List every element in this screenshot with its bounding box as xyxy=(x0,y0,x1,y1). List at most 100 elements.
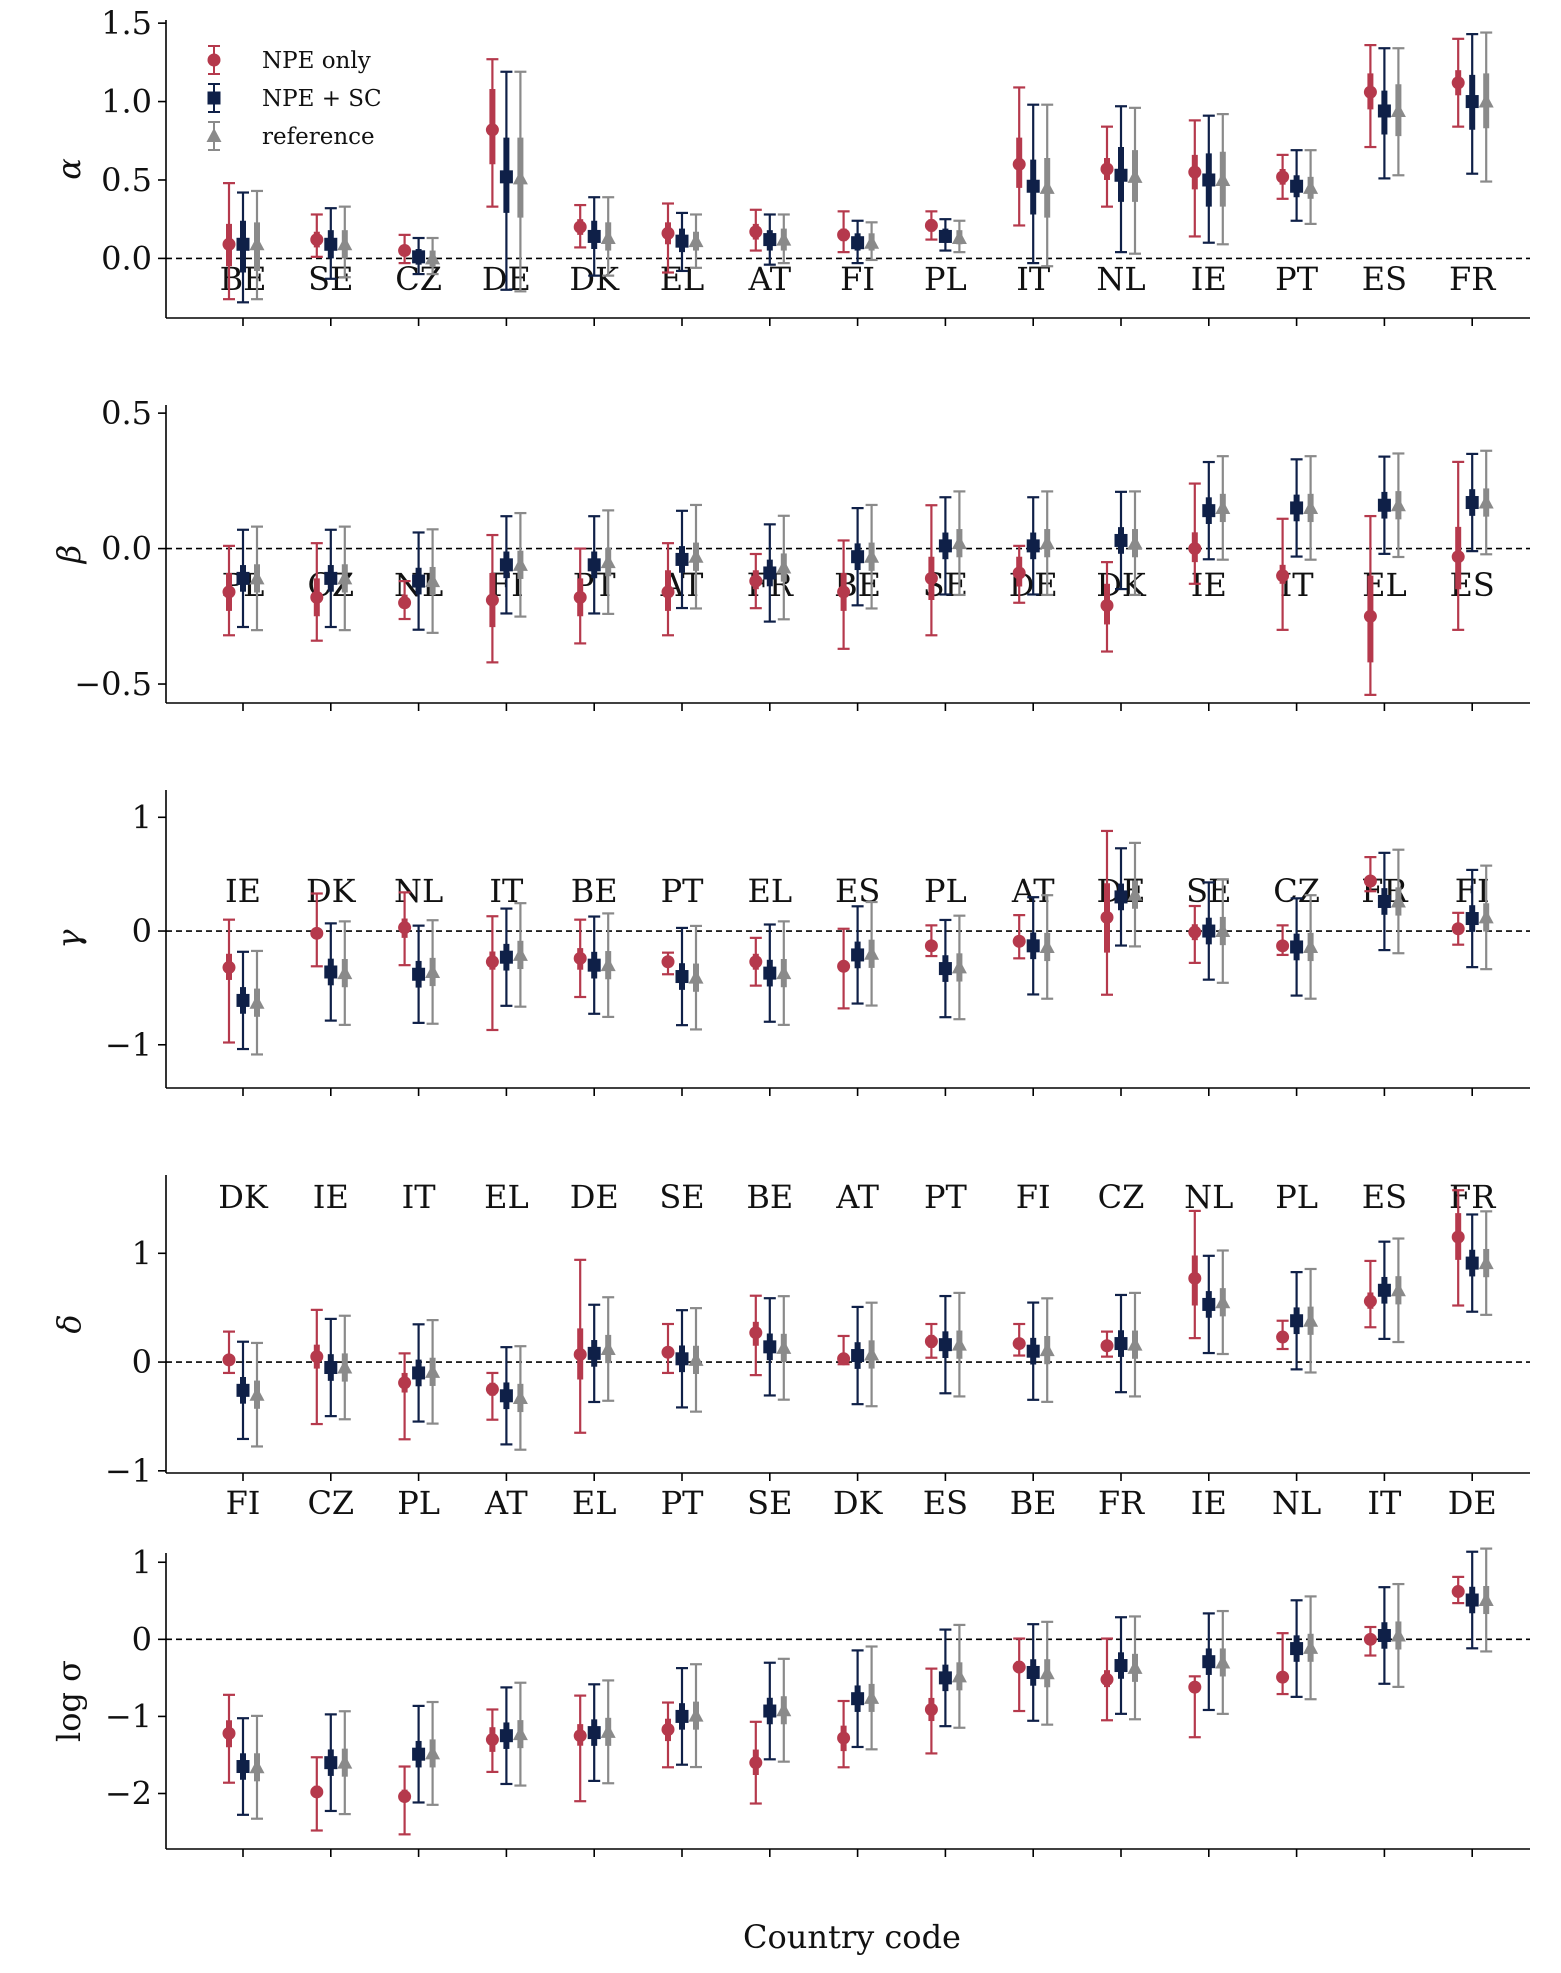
y-tick-label: 1.5 xyxy=(101,4,152,42)
point-ref xyxy=(1390,497,1406,512)
point-ref xyxy=(425,963,441,978)
x-tick-label: NL xyxy=(1272,1484,1321,1522)
errorbar-npe xyxy=(398,1352,411,1441)
y-tick-label: −2 xyxy=(105,1775,152,1813)
errorbar-npe xyxy=(1452,460,1465,631)
point-ref xyxy=(600,1341,616,1356)
point-npe xyxy=(924,1702,938,1716)
panel-4: −1 0 1 δ DK IE IT EL DE SE BE AT PT FI CZ NL PL ES FR xyxy=(50,1175,1530,1490)
point-ref xyxy=(512,946,528,961)
point-ref xyxy=(425,1363,441,1378)
point-npe xyxy=(1363,609,1377,623)
point-npe xyxy=(837,959,851,973)
errorbar-npe xyxy=(1364,514,1377,696)
point-ref xyxy=(688,233,704,248)
point-npe xyxy=(1012,1660,1026,1674)
point-npe xyxy=(485,1733,499,1747)
series-ref xyxy=(249,841,1494,1056)
point-npe xyxy=(1012,1337,1026,1351)
point-npe xyxy=(1451,1230,1465,1244)
point-npesc xyxy=(1465,1256,1479,1270)
point-ref xyxy=(951,535,967,550)
point-npesc xyxy=(675,970,689,984)
point-npe xyxy=(310,1350,324,1364)
point-npesc xyxy=(1026,539,1040,553)
point-npe xyxy=(749,574,763,588)
x-tick-label: FR xyxy=(1449,260,1496,298)
point-ref xyxy=(249,1759,265,1774)
point-ref xyxy=(1215,499,1231,514)
point-npesc xyxy=(1377,1283,1391,1297)
point-npesc xyxy=(324,1756,338,1770)
point-npesc xyxy=(1377,894,1391,908)
point-npe xyxy=(573,1729,587,1743)
point-npesc xyxy=(675,552,689,566)
point-ref xyxy=(1127,535,1143,550)
point-ref xyxy=(1127,1336,1143,1351)
panel-5: −2 −1 0 1 log σ FI CZ PL AT EL PT SE DK ES BE FR IE NL IT D… xyxy=(50,1484,1530,1857)
point-ref xyxy=(337,570,353,585)
point-npesc xyxy=(1465,496,1479,510)
point-npe xyxy=(398,1790,412,1804)
point-npe xyxy=(310,926,324,940)
errorbar-npe xyxy=(223,1330,235,1375)
x-tick-label: AT xyxy=(747,260,791,298)
x-tick-label: DE xyxy=(1448,1484,1497,1522)
x-tick-label: SE xyxy=(747,1484,792,1522)
point-npe xyxy=(749,225,763,239)
legend-entry: NPE only xyxy=(207,45,371,75)
point-npesc xyxy=(1465,1593,1479,1607)
point-ref xyxy=(249,236,265,251)
series-npe xyxy=(222,829,1465,1044)
point-npe xyxy=(485,955,499,969)
y-tick-label: 1 xyxy=(132,798,152,836)
y-axis-title: β xyxy=(50,545,88,565)
point-npe xyxy=(661,585,675,599)
series-npe xyxy=(222,460,1465,696)
point-npe xyxy=(1012,157,1026,171)
x-tick-label: PL xyxy=(924,260,967,298)
point-npesc xyxy=(1114,1337,1128,1351)
point-npe xyxy=(1276,1670,1290,1684)
point-npesc xyxy=(499,558,513,572)
x-tick-label: IE xyxy=(225,872,261,910)
point-npesc xyxy=(1290,940,1304,954)
point-npesc xyxy=(412,1747,426,1761)
point-npesc xyxy=(499,950,513,964)
point-npe xyxy=(1363,1632,1377,1646)
point-npe xyxy=(1100,598,1114,612)
point-ref xyxy=(1390,1627,1406,1642)
point-npe xyxy=(398,921,412,935)
point-npesc xyxy=(675,1352,689,1366)
point-npe xyxy=(1100,162,1114,176)
errorbar-npe xyxy=(486,1371,499,1421)
errorbar-npe xyxy=(223,918,235,1044)
x-tick-label: FR xyxy=(1449,1178,1496,1216)
point-ref xyxy=(512,556,528,571)
series-ref xyxy=(249,31,1494,301)
x-tick-label: ES xyxy=(1362,260,1407,298)
point-npe xyxy=(485,593,499,607)
y-tick-label: −1 xyxy=(105,1452,152,1490)
point-npe xyxy=(485,1382,499,1396)
point-npe xyxy=(1276,1330,1290,1344)
point-npe xyxy=(749,1326,763,1340)
point-ref xyxy=(425,573,441,588)
x-tick-label: DK xyxy=(218,1178,269,1216)
y-tick-label: 1 xyxy=(132,1234,152,1272)
y-tick-label: −1 xyxy=(105,1026,152,1064)
point-ref xyxy=(337,1359,353,1374)
y-tick-label: 0.5 xyxy=(101,394,152,432)
series-ref xyxy=(249,449,1494,634)
x-tick-label: PL xyxy=(924,872,967,910)
point-npesc xyxy=(1290,501,1304,515)
point-npesc xyxy=(1290,1642,1304,1656)
panel-3: −101γIEDKNLITBEPTELESPLATDESECZFRFI xyxy=(50,790,1530,1096)
point-ref xyxy=(1039,938,1055,953)
point-ref xyxy=(425,250,441,265)
point-ref xyxy=(1039,1342,1055,1357)
point-ref xyxy=(337,236,353,251)
series-npesc xyxy=(236,1213,1479,1446)
x-axis-title: Country code xyxy=(743,1918,961,1956)
